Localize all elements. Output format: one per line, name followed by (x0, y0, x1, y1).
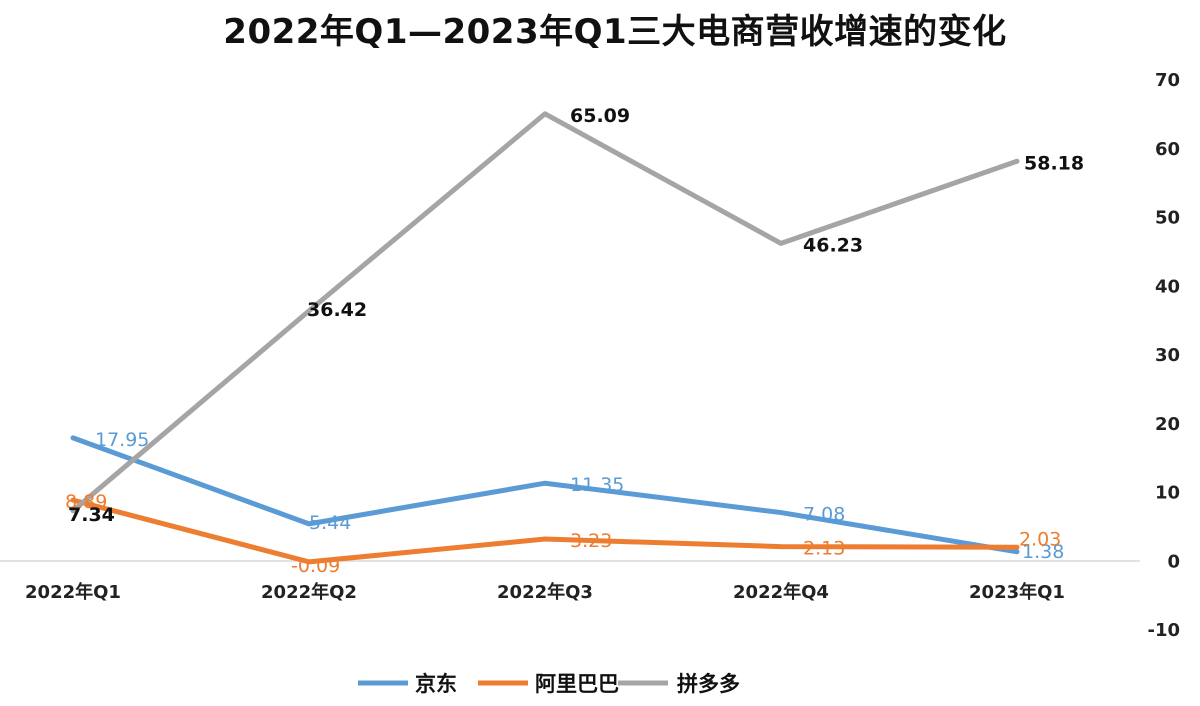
legend-label: 拼多多 (677, 672, 740, 696)
legend-label: 京东 (415, 672, 457, 696)
chart-title: 2022年Q1—2023年Q1三大电商营收增速的变化 (223, 12, 1007, 52)
data-labels: 17.95 5.44 11.35 7.08 1.38 8.89 -0.09 3.23 2.13 2… (65, 105, 1084, 577)
y-axis-ticks: 70 60 50 40 30 20 10 0 -10 (1147, 70, 1180, 641)
data-label: 8.89 (65, 491, 107, 513)
data-label: 3.23 (570, 530, 612, 552)
data-label: 7.34 (68, 504, 115, 526)
y-tick-label: 20 (1155, 414, 1180, 435)
data-label: 36.42 (307, 299, 367, 321)
series-lines (70, 111, 1020, 565)
series-line (70, 497, 1020, 565)
x-tick-label: 2023年Q1 (969, 581, 1065, 603)
series-line (70, 435, 1020, 555)
data-label: 7.08 (803, 504, 845, 526)
x-tick-label: 2022年Q2 (261, 581, 357, 603)
data-label: 17.95 (95, 429, 149, 451)
x-tick-label: 2022年Q3 (497, 581, 593, 603)
data-label: -0.09 (291, 555, 340, 577)
data-label: 1.38 (1022, 541, 1064, 563)
x-tick-label: 2022年Q4 (733, 581, 829, 603)
data-label: 2.03 (1019, 528, 1061, 550)
y-tick-label: 60 (1155, 139, 1180, 160)
x-axis-ticks: 2022年Q1 2022年Q2 2022年Q3 2022年Q4 2023年Q1 (25, 581, 1065, 603)
y-tick-label: 30 (1155, 345, 1180, 366)
series-line (70, 111, 1020, 514)
data-label: 11.35 (570, 474, 624, 496)
x-tick-label: 2022年Q1 (25, 581, 121, 603)
data-label: 2.13 (803, 538, 845, 560)
y-tick-label: 10 (1155, 483, 1180, 504)
data-label: 58.18 (1024, 152, 1084, 174)
legend-label: 阿里巴巴 (535, 672, 619, 696)
data-label: 46.23 (803, 234, 863, 256)
y-tick-label: 50 (1155, 208, 1180, 229)
y-tick-label: -10 (1147, 620, 1180, 641)
legend: 京东 阿里巴巴 拼多多 (358, 672, 740, 696)
data-label: 65.09 (570, 105, 630, 127)
y-tick-label: 40 (1155, 276, 1180, 297)
data-label: 5.44 (309, 512, 351, 534)
y-tick-label: 70 (1155, 70, 1180, 91)
y-tick-label: 0 (1167, 551, 1180, 572)
